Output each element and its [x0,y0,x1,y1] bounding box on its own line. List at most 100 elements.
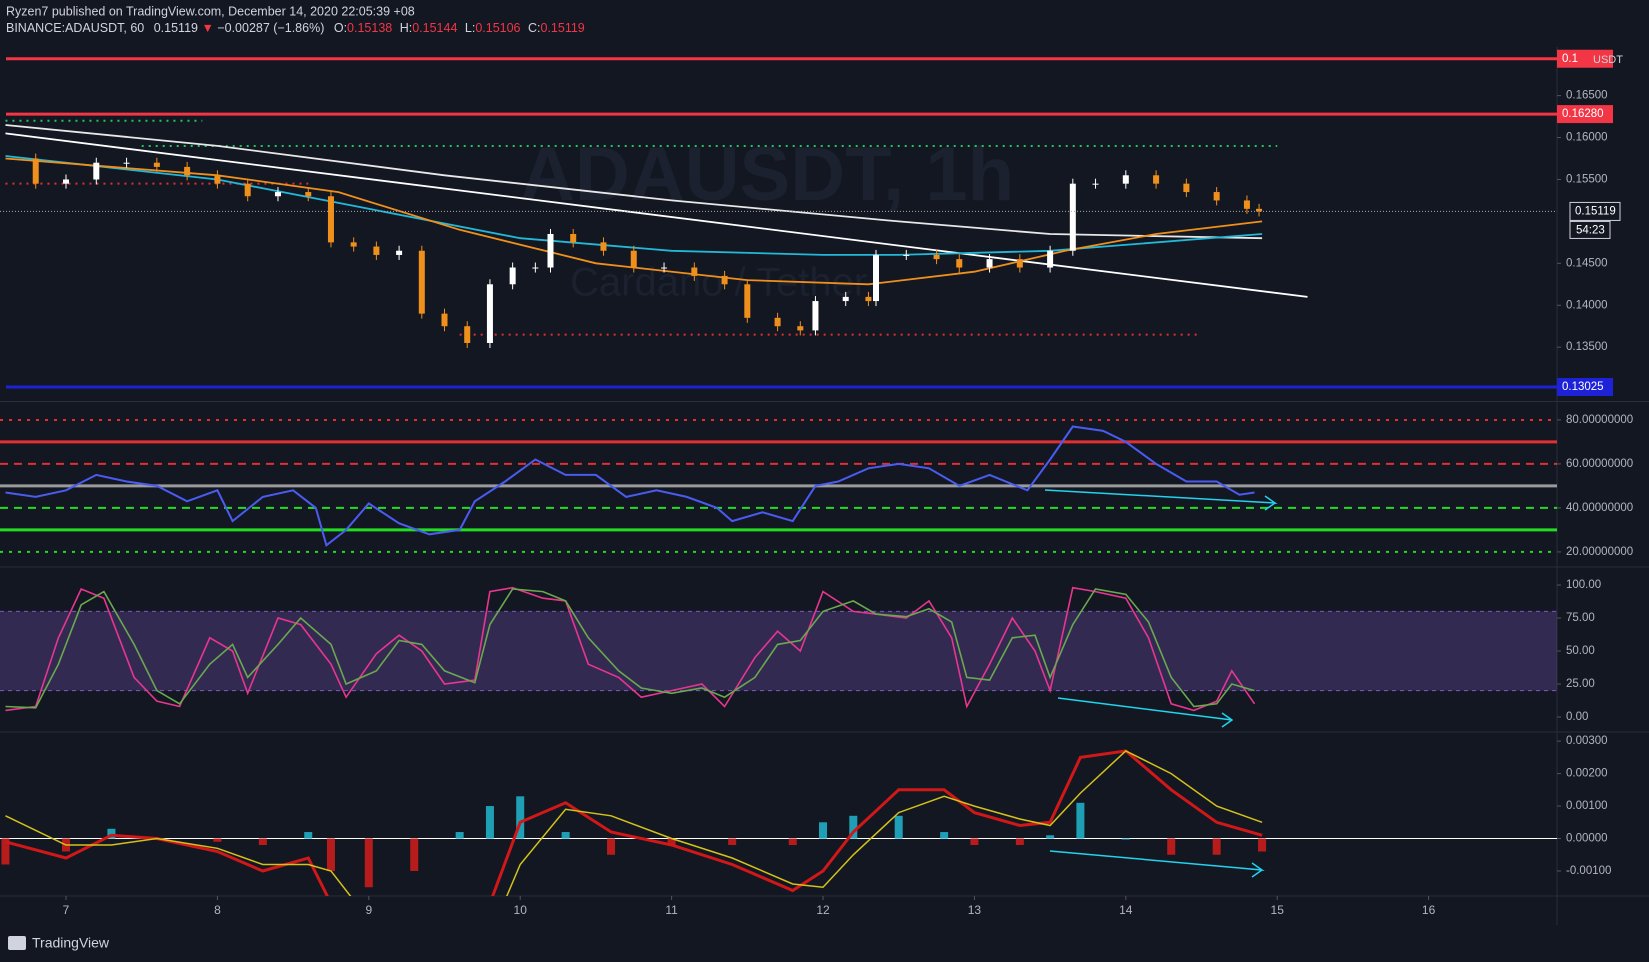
candle [274,192,281,197]
candle [327,196,334,243]
candle [153,162,160,167]
panel [5,119,1308,348]
footer-text: TradingView [32,935,110,951]
logo-icon [8,936,26,950]
moving-average [5,155,1263,256]
histogram-bar [107,828,116,839]
candle [184,166,191,176]
divergence-arrow [1057,697,1234,728]
histogram-bar [1076,802,1085,839]
candle [661,267,668,269]
level-label: 0.1 [1562,53,1578,65]
histogram-bar [326,838,335,871]
candle [1256,208,1263,212]
candle [418,250,425,314]
histogram-bar [516,796,525,839]
current-box [1569,201,1621,221]
y-tick-label: 0.13500 [1566,341,1608,353]
histogram-bar [364,838,373,888]
candle [532,267,539,269]
candle [600,242,607,251]
candle [32,158,39,184]
x-tick-label: 11 [665,903,678,917]
y-tick-label: 80.00000000 [1566,414,1633,426]
panel-separators [0,47,1649,925]
histogram-bar [410,838,419,871]
histogram-bar [849,815,858,839]
candle [373,246,380,255]
macd-line [5,749,1263,896]
footer-logo: TradingView [8,935,110,951]
candle [956,259,963,268]
x-tick-label: 13 [968,903,982,917]
candle [486,284,493,343]
y-tick-label: 0.00300 [1566,735,1608,747]
c-value: 0.15119 [541,21,585,35]
symbol-line: BINANCE:ADAUSDT, 60 0.15119 ▼ −0.00287 (… [6,21,585,35]
panel [0,749,1557,896]
y-tick-label: 0.14000 [1566,299,1608,311]
candle [986,259,993,268]
macd-line [5,749,1263,896]
candle [842,296,849,302]
c-label: C: [528,21,541,35]
h-label: H: [400,21,413,35]
x-tick-label: 16 [1422,903,1436,917]
histogram-bar [1,838,10,865]
y-tick-label: 0.00100 [1566,800,1608,812]
candle [509,267,516,285]
y-tick-label: 0.00200 [1566,768,1608,780]
histogram-bar [788,838,797,846]
x-tick-label: 10 [514,903,528,917]
candle [305,192,312,197]
countdown-box [1569,220,1611,239]
candle [63,179,70,184]
y-tick-label: 25.00 [1566,678,1595,690]
histogram-bar [607,838,616,855]
y-tick-label: 60.00000000 [1566,458,1633,470]
histogram-bar [258,838,267,846]
candle [1153,175,1160,184]
candle [1092,183,1099,185]
candle [123,162,130,164]
rsi-line [5,425,1255,548]
change: −0.00287 (−1.86%) [217,21,324,35]
y-tick-label: 0.00 [1566,711,1588,723]
panel [0,586,1557,712]
candle [903,254,910,256]
o-label: O: [334,21,347,35]
candle [1069,183,1076,251]
stoch-band [0,611,1557,691]
arrow: ▼ [201,21,213,35]
histogram-bar [970,838,979,846]
candle [774,317,781,327]
candle [1122,175,1129,184]
divergence-arrow [1044,489,1278,511]
panel [0,418,1557,553]
y-tick-label: 75.00 [1566,612,1595,624]
candle [873,254,880,302]
candle [244,183,251,197]
histogram-bar [667,838,676,846]
candle [630,250,637,268]
y-tick-label: 20.00000000 [1566,546,1633,558]
level-label: 0.16280 [1562,108,1604,120]
candle [1243,200,1250,209]
y-tick-label: 0.15500 [1566,174,1608,186]
watermark-title: ADAUSDT, 1h [520,132,1014,217]
x-tick-label: 14 [1119,903,1133,917]
x-tick-label: 8 [214,903,221,917]
level-label: 0.13025 [1562,381,1604,393]
histogram-bar [455,832,464,839]
histogram-bar [1212,838,1221,855]
stoch-line [5,586,1256,712]
candle [721,275,728,285]
y-tick-label: 0.16500 [1566,90,1608,102]
published-line: Ryzen7 published on TradingView.com, Dec… [6,4,415,18]
symbol: BINANCE:ADAUSDT, 60 [6,21,144,35]
y-tick-label: 0.16000 [1566,132,1608,144]
x-tick-label: 7 [63,903,70,917]
stoch-line [5,588,1255,709]
